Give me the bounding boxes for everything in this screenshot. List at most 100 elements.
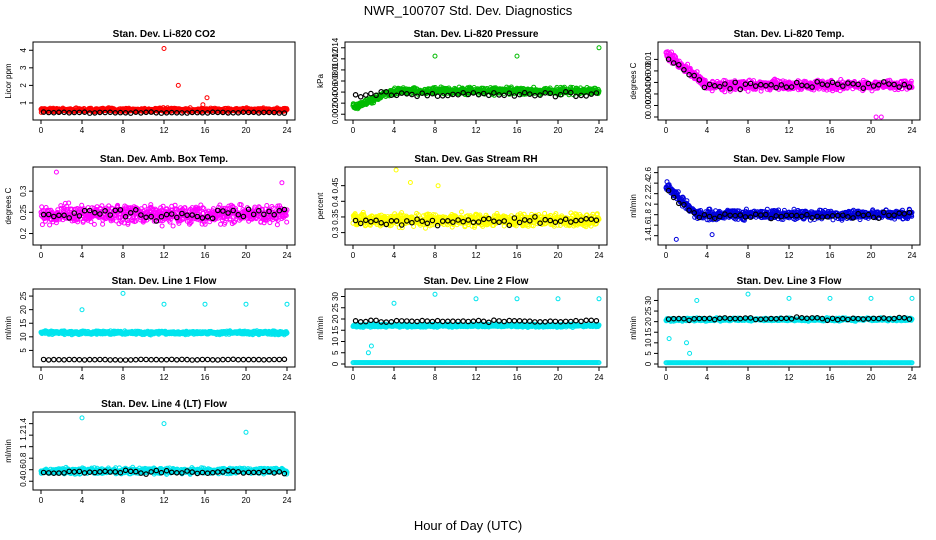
chart-title: Stan. Dev. Li-820 Pressure: [414, 29, 539, 40]
chart-title: Stan. Dev. Li-820 CO2: [113, 29, 216, 40]
average-point: [127, 110, 134, 116]
x-tick-label: 8: [433, 126, 438, 135]
average-point: [92, 110, 98, 116]
average-point: [266, 109, 272, 116]
y-axis-label: ml/min: [4, 316, 13, 340]
average-point: [97, 109, 103, 116]
x-tick-label: 24: [283, 251, 292, 260]
average-point: [368, 90, 374, 97]
x-tick-label: 20: [554, 251, 563, 260]
x-tick-label: 8: [433, 251, 438, 260]
average-point: [179, 110, 185, 116]
x-tick-label: 24: [908, 126, 917, 135]
average-point: [194, 109, 201, 116]
data-point: [142, 203, 148, 209]
chart-title: Stan. Dev. Amb. Box Temp.: [100, 154, 228, 165]
outlier-point: [161, 46, 167, 51]
plot-frame: [32, 166, 296, 246]
page-title: NWR_100707 Std. Dev. Diagnostics: [363, 3, 573, 18]
chart-title: Stan. Dev. Li-820 Temp.: [734, 29, 845, 40]
x-tick-label: 4: [392, 251, 397, 260]
x-tick-label: 8: [121, 126, 126, 135]
outlier-point: [873, 114, 879, 120]
average-point: [215, 109, 221, 116]
data-point: [745, 88, 751, 94]
average-point: [148, 109, 155, 115]
average-point: [122, 110, 129, 116]
y-axis-label: Licor ppm: [4, 63, 13, 98]
x-tick-label: 16: [826, 126, 835, 135]
outlier-point: [407, 180, 413, 185]
average-point: [261, 109, 267, 116]
y-tick-label: 1: [19, 100, 28, 105]
data-point: [423, 225, 428, 231]
x-tick-label: 4: [705, 126, 710, 135]
average-point: [220, 109, 226, 116]
data-point: [284, 107, 290, 113]
x-tick-label: 0: [39, 126, 44, 135]
average-point: [245, 109, 252, 116]
y-tick-label: 2: [644, 201, 653, 206]
x-tick-label: 4: [80, 251, 85, 260]
outlier-point: [673, 236, 679, 242]
outlier-point: [435, 183, 441, 189]
average-point: [66, 110, 73, 116]
outlier-point: [432, 53, 438, 59]
x-tick-label: 16: [513, 251, 522, 260]
average-point: [158, 110, 165, 116]
x-tick-label: 0: [351, 251, 356, 260]
x-tick-label: 24: [595, 251, 604, 260]
average-point: [86, 110, 93, 116]
average-point: [117, 109, 124, 116]
y-tick-label: 0.01: [644, 51, 653, 67]
data-point: [100, 221, 106, 227]
plot-frame: [344, 41, 608, 121]
plot-frame: [657, 166, 921, 246]
x-tick-label: 16: [201, 126, 210, 135]
average-point: [255, 110, 262, 116]
average-point: [174, 110, 180, 116]
outlier-point: [393, 167, 399, 173]
y-tick-label: 1.8: [644, 209, 653, 221]
average-point: [45, 109, 52, 116]
average-point: [112, 110, 119, 116]
x-tick-label: 0: [664, 126, 669, 135]
x-tick-label: 16: [201, 251, 210, 260]
average-point: [40, 109, 47, 115]
average-point: [235, 110, 242, 116]
x-tick-label: 20: [867, 251, 876, 260]
chart-panel-3: Stan. Dev. Li-820 Temp.degrees C0 4 8 12 16 2…: [629, 29, 921, 135]
average-point: [138, 110, 144, 116]
y-tick-label: 4: [19, 47, 28, 52]
average-point: [225, 110, 231, 116]
average-point: [434, 93, 441, 100]
x-tick-label: 12: [472, 126, 481, 135]
x-tick-label: 20: [242, 251, 251, 260]
outlier-point: [514, 53, 520, 59]
x-tick-label: 12: [785, 126, 794, 135]
x-tick-label: 24: [595, 126, 604, 135]
average-point: [240, 109, 247, 116]
average-point: [209, 109, 216, 116]
x-tick-label: 20: [242, 126, 251, 135]
average-point: [163, 110, 170, 116]
x-tick-label: 20: [554, 126, 563, 135]
average-point: [276, 110, 283, 116]
x-tick-label: 16: [826, 251, 835, 260]
data-point: [47, 222, 53, 228]
average-point: [56, 109, 62, 116]
average-point: [143, 109, 149, 116]
y-tick-label: 3: [19, 65, 28, 70]
outlier-point: [596, 45, 602, 51]
y-tick-label: 2: [19, 83, 28, 88]
outlier-point: [709, 232, 715, 238]
data-point: [459, 209, 464, 215]
y-tick-label: 0.35: [331, 209, 340, 225]
average-point: [81, 109, 88, 116]
average-point: [352, 92, 359, 98]
